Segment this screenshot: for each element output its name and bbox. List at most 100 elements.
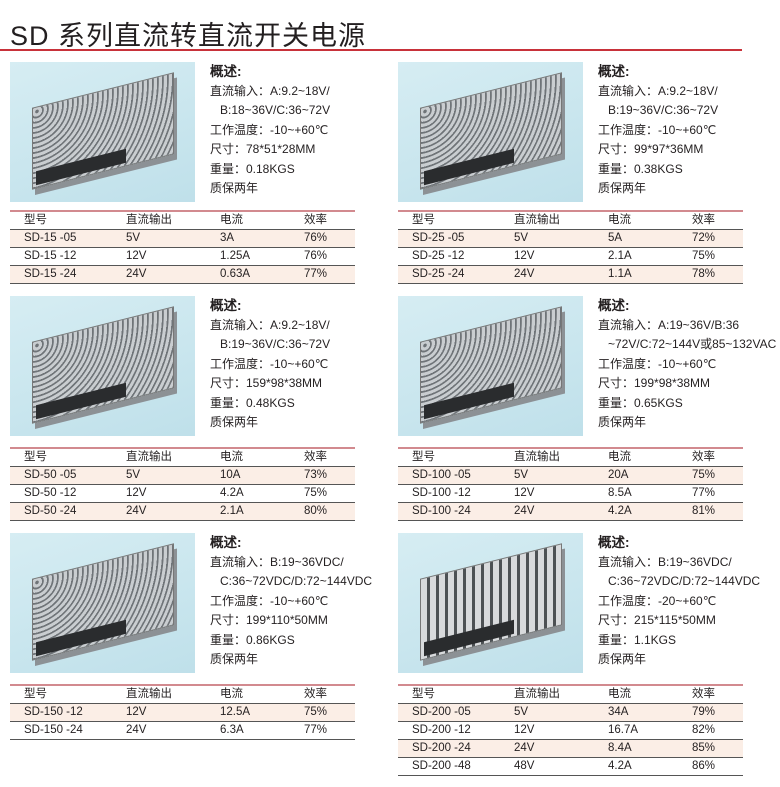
table-cell: 5V: [500, 703, 594, 722]
spec-line: 直流输入：A:9.2~18V/: [210, 83, 330, 98]
spec-table: 型号 直流输出 电流 效率 SD-100 -05 5V 20A 75% SD-100 -12 12…: [398, 447, 743, 521]
table-cell: 8.4A: [594, 739, 678, 758]
table-row: SD-25 -05 5V 5A 72%: [398, 229, 743, 248]
spec-line: 重量：0.48KGS: [210, 395, 295, 410]
table-cell: 4.2A: [206, 484, 290, 503]
product-block: 概述: 直流输入：A:9.2~18V/B:18~36V/C:36~72V 工作温度：…: [10, 62, 392, 302]
table-cell: 24V: [500, 739, 594, 758]
column-header: 电流: [206, 685, 290, 704]
table-cell: 76%: [290, 229, 355, 248]
table-cell: 4.2A: [594, 757, 678, 776]
table-cell: 12V: [500, 721, 594, 740]
column-header: 型号: [398, 685, 500, 704]
spec-list: 概述: 直流输入：A:19~36V/B:36 ~72V/C:72~144V或85~1…: [598, 296, 776, 433]
table-cell: 12V: [112, 484, 206, 503]
spec-line: C:36~72VDC/D:72~144VDC: [608, 574, 761, 588]
table-cell: 0.63A: [206, 265, 290, 284]
table-row: SD-100 -05 5V 20A 75%: [398, 466, 743, 485]
spec-line: 重量：1.1KGS: [598, 632, 677, 647]
page-title: SD 系列直流转直流开关电源: [10, 21, 367, 51]
table-cell: 5A: [594, 229, 678, 248]
table-header: 型号 直流输出 电流 效率: [10, 448, 355, 467]
spec-line: 质保两年: [210, 652, 259, 666]
product-block: 概述: 直流输入：A:9.2~18V/B:19~36V/C:36~72V 工作温度：…: [398, 62, 780, 302]
table-row: SD-200 -12 12V 16.7A 82%: [398, 721, 743, 740]
spec-line: C:36~72VDC/D:72~144VDC: [220, 574, 373, 588]
table-cell: 34A: [594, 703, 678, 722]
spec-line: ~72V/C:72~144V或85~132VAC: [608, 337, 777, 351]
table-cell: 75%: [290, 703, 355, 722]
table-header: 型号 直流输出 电流 效率: [10, 211, 355, 230]
table-row: SD-150 -12 12V 12.5A 75%: [10, 703, 355, 722]
table-cell: 24V: [112, 502, 206, 521]
column-header: 效率: [290, 685, 355, 704]
spec-heading: 概述:: [598, 298, 630, 313]
spec-list: 概述: 直流输入：A:9.2~18V/B:19~36V/C:36~72V 工作温度：…: [210, 296, 330, 433]
table-cell: 75%: [290, 484, 355, 503]
table-cell: 1.1A: [594, 265, 678, 284]
column-header: 效率: [678, 211, 743, 230]
table-row: SD-200 -48 48V 4.2A 86%: [398, 757, 743, 776]
table-cell: 75%: [678, 466, 743, 485]
spec-table: 型号 直流输出 电流 效率 SD-50 -05 5V 10A 73% SD-50 -12 12V 4…: [10, 447, 355, 521]
column-header: 型号: [10, 685, 112, 704]
column-header: 电流: [206, 211, 290, 230]
table-cell: 12V: [112, 247, 206, 266]
table-row: SD-25 -24 24V 1.1A 78%: [398, 265, 743, 284]
table-header: 型号 直流输出 电流 效率: [398, 685, 743, 704]
table-cell: 5V: [500, 229, 594, 248]
product-image: [10, 296, 195, 436]
table-row: SD-15 -24 24V 0.63A 77%: [10, 265, 355, 284]
spec-line: 工作温度：-10~+60℃: [598, 356, 717, 371]
spec-heading: 概述:: [210, 535, 242, 550]
spec-line: 工作温度：-10~+60℃: [210, 122, 329, 137]
table-cell: SD-100 -05: [398, 466, 500, 485]
table-header: 型号 直流输出 电流 效率: [398, 211, 743, 230]
table-cell: 5V: [112, 466, 206, 485]
table-row: SD-150 -24 24V 6.3A 77%: [10, 721, 355, 740]
table-row: SD-200 -05 5V 34A 79%: [398, 703, 743, 722]
table-row: SD-100 -12 12V 8.5A 77%: [398, 484, 743, 503]
column-header: 型号: [398, 448, 500, 467]
table-cell: 48V: [500, 757, 594, 776]
spec-line: 尺寸：99*97*36MM: [598, 142, 704, 156]
column-header: 型号: [10, 211, 112, 230]
table-cell: 24V: [112, 721, 206, 740]
table-cell: 5V: [112, 229, 206, 248]
spec-line: 工作温度：-20~+60℃: [598, 593, 717, 608]
table-cell: 1.25A: [206, 247, 290, 266]
spec-line: 质保两年: [210, 181, 259, 195]
spec-line: 质保两年: [210, 415, 259, 429]
table-cell: SD-50 -12: [10, 484, 112, 503]
spec-line: 尺寸：199*98*38MM: [598, 376, 711, 390]
table-cell: SD-25 -24: [398, 265, 500, 284]
table-cell: 12V: [112, 703, 206, 722]
table-cell: 75%: [678, 247, 743, 266]
table-cell: 79%: [678, 703, 743, 722]
product-image: [398, 62, 583, 202]
table-cell: 8.5A: [594, 484, 678, 503]
spec-list: 概述: 直流输入：A:9.2~18V/B:18~36V/C:36~72V 工作温度：…: [210, 62, 330, 199]
column-header: 型号: [10, 448, 112, 467]
column-header: 电流: [594, 448, 678, 467]
table-cell: SD-50 -24: [10, 502, 112, 521]
spec-line: 直流输入：A:19~36V/B:36: [598, 317, 740, 332]
table-cell: SD-25 -05: [398, 229, 500, 248]
table-cell: 5V: [500, 466, 594, 485]
spec-list: 概述: 直流输入：A:9.2~18V/B:19~36V/C:36~72V 工作温度：…: [598, 62, 718, 199]
table-row: SD-50 -12 12V 4.2A 75%: [10, 484, 355, 503]
table-cell: 77%: [290, 265, 355, 284]
table-cell: SD-15 -05: [10, 229, 112, 248]
spec-table: 型号 直流输出 电流 效率 SD-25 -05 5V 5A 72% SD-25 -12 12V 2.…: [398, 210, 743, 284]
table-cell: 3A: [206, 229, 290, 248]
table-cell: 24V: [500, 502, 594, 521]
table-cell: 12V: [500, 484, 594, 503]
table-cell: 85%: [678, 739, 743, 758]
table-cell: SD-15 -24: [10, 265, 112, 284]
spec-heading: 概述:: [210, 64, 242, 79]
column-header: 电流: [206, 448, 290, 467]
column-header: 直流输出: [500, 211, 594, 230]
table-cell: SD-200 -05: [398, 703, 500, 722]
column-header: 直流输出: [500, 685, 594, 704]
table-cell: 12.5A: [206, 703, 290, 722]
